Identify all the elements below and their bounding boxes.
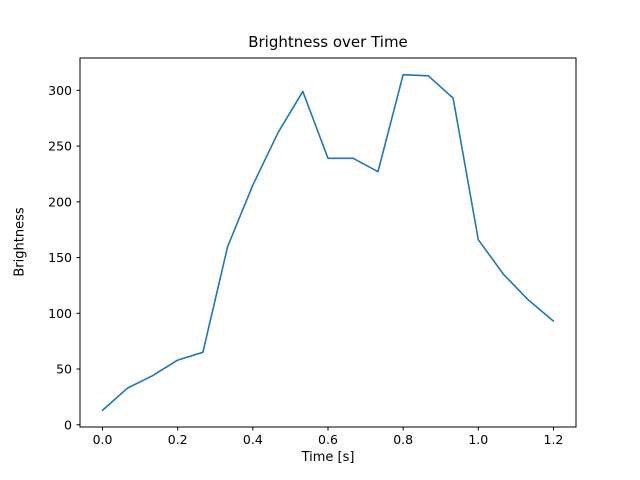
x-axis-label: Time [s] — [301, 450, 355, 465]
y-axis-label: Brightness — [12, 207, 28, 277]
chart-title: Brightness over Time — [248, 33, 408, 51]
x-tick-label: 0.2 — [168, 432, 188, 447]
y-tick-label: 50 — [56, 362, 72, 377]
y-tick-label: 150 — [48, 250, 72, 265]
x-tick-label: 0.4 — [243, 432, 263, 447]
x-tick-label: 0.8 — [393, 432, 413, 447]
plot-border — [79, 57, 577, 428]
y-tick-label: 0 — [64, 417, 72, 432]
y-tick-label: 250 — [48, 139, 72, 154]
x-tick-label: 0.6 — [318, 432, 338, 447]
y-tick-label: 100 — [48, 306, 72, 321]
x-tick-label: 1.2 — [544, 432, 564, 447]
y-tick-label: 200 — [48, 194, 72, 209]
x-tick-label: 1.0 — [468, 432, 488, 447]
x-tick-label: 0.0 — [93, 432, 113, 447]
y-tick-label: 300 — [48, 83, 72, 98]
line-series — [101, 73, 555, 412]
